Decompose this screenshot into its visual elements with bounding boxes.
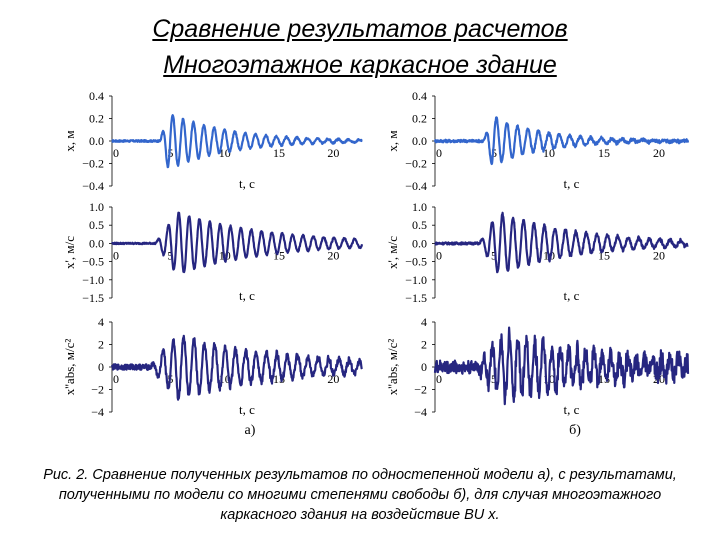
x-axis-label: t, с bbox=[239, 288, 255, 303]
y-tick-label: −0.4 bbox=[405, 179, 427, 193]
series-line bbox=[433, 116, 690, 166]
y-tick-label: −2 bbox=[91, 383, 104, 397]
y-tick-label: 0.5 bbox=[412, 218, 427, 232]
x-axis-label: t, с bbox=[564, 288, 580, 303]
y-axis-label: x, м bbox=[385, 130, 400, 151]
y-tick-label: 0.4 bbox=[412, 89, 427, 103]
x-tick-label: 15 bbox=[273, 146, 285, 160]
x-tick-label: 15 bbox=[598, 146, 610, 160]
y-axis-label: x''abs, м/c² bbox=[385, 339, 400, 396]
x-tick-label: 0 bbox=[436, 248, 442, 262]
y-tick-label: 0 bbox=[421, 360, 427, 374]
y-tick-label: 1.0 bbox=[412, 200, 427, 214]
y-tick-label: −4 bbox=[414, 405, 427, 419]
y-tick-label: −0.2 bbox=[405, 157, 427, 171]
y-tick-label: 0.5 bbox=[89, 218, 104, 232]
y-axis-label: x''abs, м/c² bbox=[62, 339, 77, 396]
series-line bbox=[433, 326, 690, 406]
y-tick-label: 0.4 bbox=[89, 89, 104, 103]
x-tick-label: 0 bbox=[113, 248, 119, 262]
x-axis-label: t, с bbox=[239, 176, 255, 191]
title-line-1: Сравнение результатов расчетов bbox=[152, 15, 568, 43]
x-tick-label: 0 bbox=[436, 372, 442, 386]
y-axis-label: x, м bbox=[62, 130, 77, 151]
y-tick-label: 0.2 bbox=[89, 112, 104, 126]
x-tick-label: 20 bbox=[327, 146, 339, 160]
panel-label: а) bbox=[245, 423, 256, 438]
y-tick-label: 1.0 bbox=[89, 200, 104, 214]
series-line bbox=[434, 211, 689, 274]
y-tick-label: −1.0 bbox=[405, 273, 427, 287]
y-tick-label: 4 bbox=[421, 315, 427, 329]
x-tick-label: 0 bbox=[113, 146, 119, 160]
series-line bbox=[111, 211, 364, 274]
y-tick-label: 0.0 bbox=[89, 236, 104, 250]
y-axis-label: x', м/с bbox=[385, 236, 400, 269]
x-tick-label: 5 bbox=[491, 372, 497, 386]
y-tick-label: −1.5 bbox=[82, 291, 104, 305]
y-tick-label: 0.2 bbox=[412, 112, 427, 126]
x-tick-label: 0 bbox=[113, 372, 119, 386]
x-tick-label: 0 bbox=[436, 146, 442, 160]
panel-label: б) bbox=[569, 423, 581, 438]
y-tick-label: −0.5 bbox=[405, 255, 427, 269]
x-tick-label: 20 bbox=[653, 248, 665, 262]
x-axis-label: t, с bbox=[239, 402, 255, 417]
y-axis-label: x', м/с bbox=[62, 236, 77, 269]
series-line bbox=[111, 114, 363, 169]
y-tick-label: 0.0 bbox=[412, 236, 427, 250]
x-tick-label: 5 bbox=[167, 248, 173, 262]
y-tick-label: −4 bbox=[91, 405, 104, 419]
x-tick-label: 20 bbox=[327, 372, 339, 386]
title-line-2: Многоэтажное каркасное здание bbox=[163, 51, 557, 79]
x-tick-label: 20 bbox=[327, 248, 339, 262]
y-tick-label: −2 bbox=[414, 383, 427, 397]
y-tick-label: 0 bbox=[98, 360, 104, 374]
charts-area: 0.40.20.0−0.2−0.40 5 10 15 20t, сx, м0.40.20… bbox=[62, 89, 690, 438]
y-tick-label: −1.0 bbox=[82, 273, 104, 287]
x-tick-label: 5 bbox=[491, 248, 497, 262]
y-tick-label: 2 bbox=[98, 338, 104, 352]
y-tick-label: 4 bbox=[98, 315, 104, 329]
x-tick-label: 20 bbox=[653, 146, 665, 160]
x-axis-label: t, с bbox=[564, 176, 580, 191]
y-tick-label: 0.0 bbox=[412, 134, 427, 148]
y-tick-label: −0.5 bbox=[82, 255, 104, 269]
y-tick-label: −1.5 bbox=[405, 291, 427, 305]
y-tick-label: −0.4 bbox=[82, 179, 104, 193]
y-tick-label: 0.0 bbox=[89, 134, 104, 148]
y-tick-label: 2 bbox=[421, 338, 427, 352]
x-axis-label: t, с bbox=[564, 402, 580, 417]
series-line bbox=[110, 334, 363, 401]
y-tick-label: −0.2 bbox=[82, 157, 104, 171]
figure-caption: Рис. 2. Сравнение полученных результатов… bbox=[43, 467, 677, 523]
x-tick-label: 10 bbox=[543, 146, 555, 160]
